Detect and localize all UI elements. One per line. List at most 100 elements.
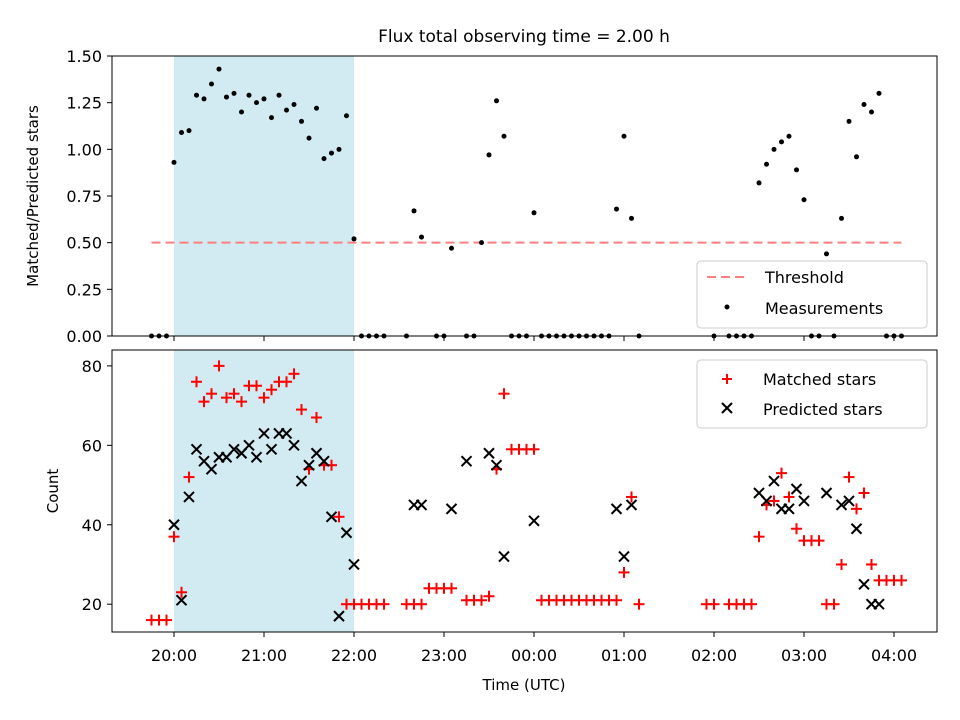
matched-star-point <box>858 487 870 499</box>
measurement-point <box>411 208 417 214</box>
matched-star-point <box>476 594 487 606</box>
top-y-axis-label: Matched/Predicted stars <box>24 105 42 287</box>
predicted-star-point <box>528 515 540 527</box>
matched-star-point <box>281 376 292 388</box>
measurement-point <box>764 161 769 167</box>
matched-star-point <box>626 491 637 503</box>
matched-star-point <box>168 531 180 543</box>
measurement-point <box>861 102 867 108</box>
predicted-star-point <box>415 499 428 511</box>
measurement-point <box>254 100 259 106</box>
measurement-point <box>329 150 334 156</box>
matched-star-point <box>446 582 457 594</box>
matched-star-point <box>251 380 262 392</box>
matched-star-point <box>258 392 270 404</box>
measurement-point <box>839 215 844 221</box>
measurement-point <box>246 92 252 98</box>
measurement-point <box>501 133 507 139</box>
bottom-plot-area <box>111 349 938 633</box>
predicted-star-point <box>760 495 773 507</box>
matched-star-point <box>753 531 765 543</box>
predicted-star-point <box>498 550 510 563</box>
matched-star-point <box>236 396 247 408</box>
bottom-x-axis-label: Time (UTC) <box>482 676 566 694</box>
matched-star-point <box>191 376 202 388</box>
measurement-point <box>321 156 327 162</box>
measurement-point <box>846 118 852 124</box>
legend-predicted-label: Predicted stars <box>763 400 883 419</box>
predicted-star-point <box>850 523 863 535</box>
measurement-point <box>284 107 289 113</box>
measurement-point <box>299 118 304 124</box>
measurement-point <box>344 113 349 119</box>
bottom-legend-box <box>696 359 928 429</box>
predicted-star-point <box>243 439 255 452</box>
bottom-x-tick-label: 21:00 <box>241 646 287 665</box>
bottom-x-axis: 20:00 21:00 22:00 23:00 00:00 01:00 02:00 03:00… <box>151 632 917 665</box>
measurement-point <box>801 197 807 203</box>
predicted-star-point <box>190 443 203 456</box>
matched-star-point <box>843 471 855 483</box>
matched-star-point <box>183 471 195 483</box>
bottom-y-tick-label: 40 <box>82 516 102 535</box>
top-y-tick-label: 0.25 <box>66 280 102 299</box>
matched-star-point <box>266 384 277 396</box>
matched-stars-points <box>146 360 907 626</box>
bottom-x-tick-label: 23:00 <box>421 646 467 665</box>
bottom-y-axis-label: Count <box>44 469 62 514</box>
matched-star-point <box>416 598 427 610</box>
predicted-star-point <box>490 459 503 471</box>
predicted-star-point <box>625 499 638 511</box>
bottom-y-axis: 20 40 60 80 <box>82 357 112 614</box>
matched-star-point <box>708 598 720 610</box>
top-legend: Threshold Measurements <box>696 260 928 329</box>
matched-star-point <box>228 388 240 400</box>
measurement-point <box>876 90 882 96</box>
bottom-x-tick-label: 02:00 <box>691 646 737 665</box>
matched-star-point <box>213 360 225 372</box>
top-y-axis: 0.00 0.25 0.50 0.75 1.00 1.25 1.50 <box>66 47 112 346</box>
predicted-star-point <box>325 511 338 523</box>
predicted-star-point <box>333 610 345 622</box>
predicted-star-point <box>318 455 330 467</box>
predicted-star-point <box>250 451 263 463</box>
measurement-point <box>479 240 484 246</box>
measurement-point <box>171 159 177 165</box>
legend-predicted-swatch <box>721 402 733 414</box>
predicted-star-point <box>228 443 240 456</box>
measurement-point <box>209 81 214 87</box>
matched-star-point <box>333 511 345 523</box>
predicted-star-point <box>265 443 278 456</box>
predicted-star-point <box>873 598 885 610</box>
bottom-x-tick-label: 04:00 <box>871 646 917 665</box>
bottom-y-tick-label: 80 <box>82 357 102 376</box>
predicted-star-point <box>610 503 623 515</box>
matched-star-point <box>198 396 210 408</box>
predicted-star-point <box>820 487 833 499</box>
legend-measurements-label: Measurements <box>765 299 883 318</box>
bottom-y-tick-label: 20 <box>82 595 102 614</box>
matched-star-point <box>836 558 847 570</box>
bottom-x-tick-label: 01:00 <box>601 646 647 665</box>
matched-star-point <box>296 404 307 416</box>
bottom-x-tick-label: 00:00 <box>511 646 557 665</box>
top-y-tick-label: 0.50 <box>66 234 102 253</box>
matched-star-point <box>768 495 780 507</box>
predicted-star-point <box>340 526 353 539</box>
bottom-x-tick-label: 03:00 <box>781 646 827 665</box>
matched-star-point <box>851 503 862 515</box>
matched-star-point <box>176 586 187 598</box>
predicted-star-point <box>460 455 473 467</box>
matched-star-point <box>791 523 802 535</box>
measurement-point <box>486 152 492 158</box>
predicted-star-point <box>835 499 848 511</box>
top-y-tick-label: 0.00 <box>66 327 102 346</box>
top-chart-title: Flux total observing time = 2.00 h <box>378 27 670 47</box>
predicted-star-point <box>280 427 293 440</box>
bottom-axes-frame <box>111 349 938 633</box>
matched-star-point <box>206 388 217 400</box>
measurement-point <box>179 130 184 136</box>
matched-star-point <box>528 443 540 455</box>
predicted-star-point <box>798 495 810 507</box>
